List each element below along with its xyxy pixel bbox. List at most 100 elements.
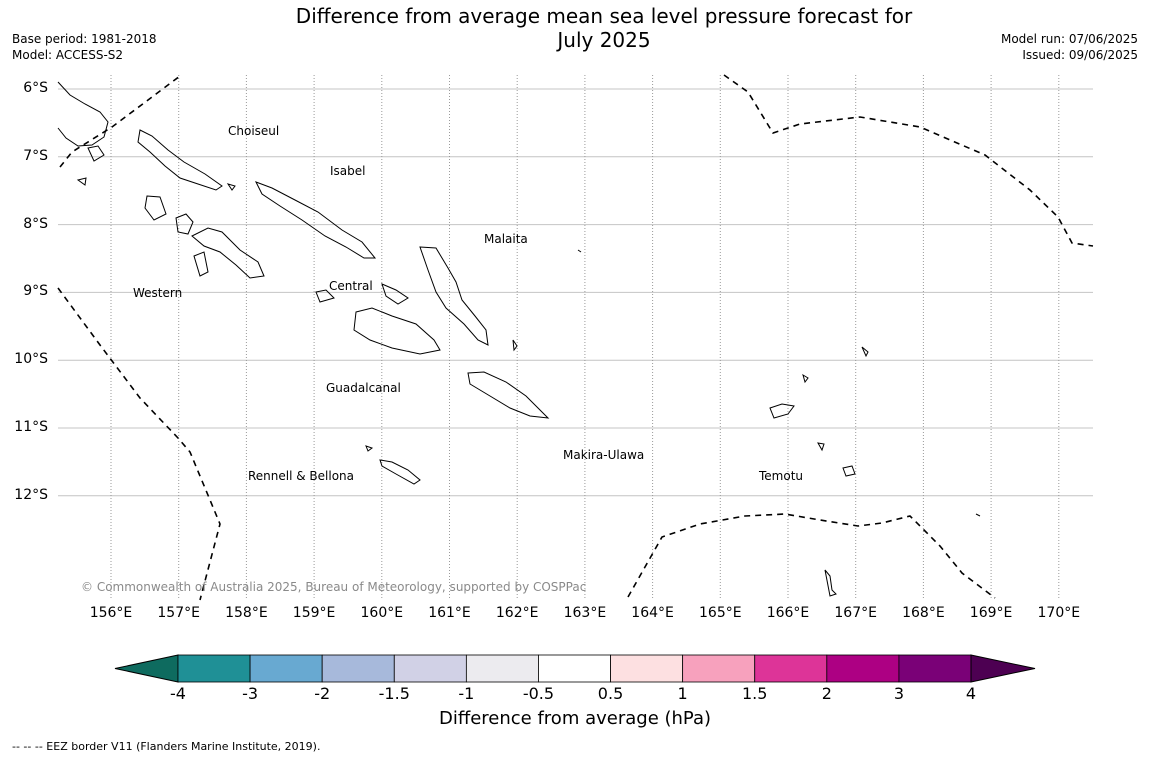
tikopia-islet <box>824 569 837 597</box>
colorbar-tick-label: -1 <box>458 684 475 703</box>
region-label-makira-ulawa: Makira-Ulawa <box>563 448 645 462</box>
colorbar-bin <box>898 654 972 683</box>
nggela-islands <box>315 289 335 303</box>
colorbar-tick-label: -0.5 <box>522 684 555 703</box>
eez-footnote: -- -- -- EEZ border V11 (Flanders Marine… <box>12 740 321 753</box>
colorbar-bin <box>249 654 323 683</box>
colorbar-bin <box>610 654 684 683</box>
longitude-label: 168°E <box>902 605 945 621</box>
longitude-label: 167°E <box>834 605 877 621</box>
colorbar-tick-label: 3 <box>893 684 904 703</box>
eez-line-south <box>627 513 996 599</box>
russell-islands <box>381 283 409 305</box>
region-label-temotu: Temotu <box>759 469 804 483</box>
longitude-label: 159°E <box>292 605 336 621</box>
colorbar <box>114 654 1036 683</box>
latitude-label: 11°S <box>14 419 48 435</box>
colorbar-bin <box>465 654 539 683</box>
eez-line-northeast <box>723 74 1094 247</box>
anuta-islet <box>975 513 981 517</box>
colorbar-tick-label: 2 <box>821 684 832 703</box>
meta-left: Base period: 1981-2018 Model: ACCESS-S2 <box>12 31 157 63</box>
latitude-label: 7°S <box>23 147 48 164</box>
region-label-western: Western <box>133 286 183 300</box>
longitude-label: 162°E <box>495 605 539 621</box>
shortland-islet <box>76 177 87 186</box>
longitude-label: 166°E <box>766 605 810 621</box>
colorbar-bin <box>177 654 251 683</box>
colorbar-bin <box>393 654 467 683</box>
region-label-isabel: Isabel <box>330 164 366 178</box>
rennell-island <box>379 459 421 485</box>
santa-cruz-island <box>769 403 795 419</box>
utupua-islet <box>817 442 825 452</box>
base-period: Base period: 1981-2018 <box>12 32 157 46</box>
longitude-label: 157°E <box>157 605 200 621</box>
colorbar-bin <box>826 654 900 683</box>
colorbar-tick-label: 0.5 <box>597 684 624 703</box>
longitude-label: 165°E <box>699 605 742 621</box>
longitude-label: 158°E <box>225 605 268 621</box>
latitude-label: 6°S <box>23 80 48 96</box>
colorbar-title: Difference from average (hPa) <box>438 708 712 729</box>
isabel-island <box>254 181 377 259</box>
longitude-label: 160°E <box>360 605 404 621</box>
colorbar-tick-label: 1 <box>677 684 688 703</box>
model-run: Model run: 07/06/2025 <box>1000 32 1138 46</box>
graticule <box>58 75 1093 598</box>
eez-line-southwest <box>57 287 221 601</box>
colorbar-over-triangle <box>970 654 1036 683</box>
colorbar-bin <box>754 654 828 683</box>
colorbar-bin <box>538 654 611 683</box>
bellona-islet <box>365 445 374 452</box>
colorbar-tick-label: -1.5 <box>378 684 410 703</box>
longitude-label: 156°E <box>89 605 133 621</box>
model-name: Model: ACCESS-S2 <box>12 48 124 62</box>
longitude-label: 169°E <box>969 605 1013 621</box>
eez-border <box>57 74 1094 601</box>
makira-island <box>467 371 550 419</box>
eez-line-northwest <box>59 75 181 168</box>
coastlines <box>57 81 981 597</box>
title-line-2: July 2025 <box>557 28 651 52</box>
kolombangara-island <box>175 213 194 235</box>
colorbar-under-triangle <box>114 654 179 683</box>
latitude-label: 8°S <box>23 215 48 232</box>
longitude-label: 170°E <box>1037 605 1081 621</box>
longitude-label: 163°E <box>563 605 607 621</box>
choiseul-island <box>137 129 223 191</box>
colorbar-tick-label: 1.5 <box>741 684 768 703</box>
colorbar-tick-label: -3 <box>242 684 259 703</box>
colorbar-tick-label: -2 <box>314 684 331 703</box>
region-label-rennell-bellona: Rennell & Bellona <box>248 469 355 483</box>
region-label-guadalcanal: Guadalcanal <box>326 381 401 395</box>
reef-islands <box>802 373 809 384</box>
colorbar-bin <box>682 654 756 683</box>
latitude-label: 12°S <box>14 486 48 503</box>
longitude-label: 161°E <box>428 605 471 621</box>
region-label-malaita: Malaita <box>484 232 528 246</box>
chart-title: Difference from average mean sea level p… <box>0 4 1150 52</box>
issued-date: Issued: 09/06/2025 <box>1022 48 1138 62</box>
guadalcanal-island <box>353 307 441 355</box>
latitude-label: 10°S <box>14 351 48 368</box>
colorbar-tick-label: 4 <box>965 684 977 703</box>
latitude-label: 9°S <box>23 283 48 300</box>
region-label-central: Central <box>329 279 373 293</box>
buka-islet <box>87 145 105 162</box>
rendova-island <box>193 251 209 277</box>
malaita-island <box>419 246 489 346</box>
title-line-1: Difference from average mean sea level p… <box>295 4 913 28</box>
colorbar-tick-label: -4 <box>170 684 186 703</box>
meta-right: Model run: 07/06/2025 Issued: 09/06/2025 <box>1001 31 1138 63</box>
choiseul-islet <box>226 183 236 191</box>
new-georgia-island <box>191 227 265 279</box>
sikaiana-islet <box>577 249 582 253</box>
copyright-notice: © Commonwealth of Australia 2025, Bureau… <box>81 580 587 594</box>
region-label-choiseul: Choiseul <box>228 124 280 138</box>
bougainville-island <box>57 81 109 147</box>
vanikoro-islet <box>842 465 856 477</box>
ulawa-islet <box>512 339 518 352</box>
longitude-label: 164°E <box>631 605 674 621</box>
